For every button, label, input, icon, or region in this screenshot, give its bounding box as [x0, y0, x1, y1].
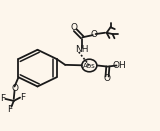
Text: NH: NH — [76, 45, 89, 54]
Text: Abs: Abs — [83, 62, 96, 69]
Text: O: O — [11, 84, 18, 93]
Text: F: F — [20, 93, 25, 102]
Text: OH: OH — [113, 61, 127, 70]
Text: O: O — [91, 30, 98, 39]
Text: F: F — [0, 94, 5, 103]
Text: O: O — [70, 23, 77, 32]
Text: O: O — [104, 74, 111, 83]
Text: F: F — [7, 105, 12, 114]
